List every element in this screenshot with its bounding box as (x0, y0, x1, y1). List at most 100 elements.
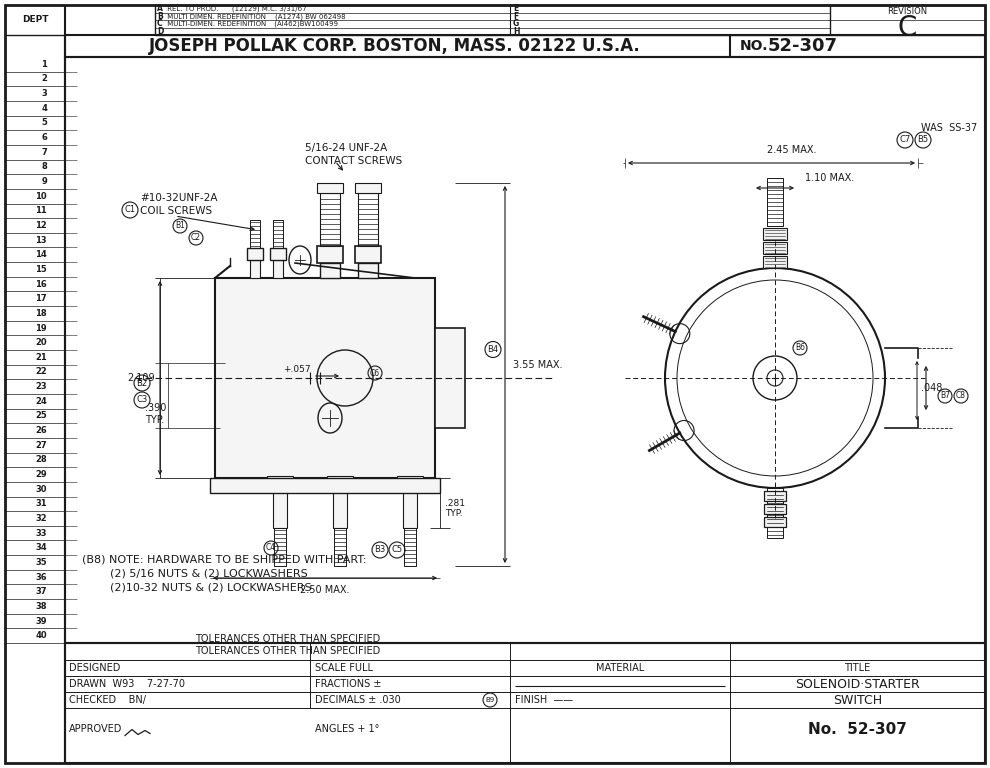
Text: 24: 24 (36, 397, 47, 406)
Text: B3: B3 (374, 545, 386, 554)
Text: +.057: +.057 (283, 366, 311, 375)
Bar (210, 478, 440, 493)
Text: B9: B9 (485, 697, 495, 703)
Bar (355, 183, 381, 193)
Text: NO.: NO. (740, 39, 768, 53)
Text: 38: 38 (36, 602, 47, 611)
Bar (273, 220, 283, 248)
Text: 15: 15 (36, 265, 47, 274)
Text: B: B (157, 12, 162, 21)
Bar (404, 528, 416, 566)
Text: REVISION: REVISION (887, 8, 928, 16)
Text: 17: 17 (36, 294, 47, 303)
Bar (270, 248, 286, 260)
Text: 23: 23 (36, 382, 47, 391)
Text: C8: C8 (956, 392, 966, 400)
Bar (273, 488, 287, 528)
Text: SOLENOID·STARTER: SOLENOID·STARTER (795, 677, 920, 690)
Bar (763, 228, 787, 240)
Text: 27: 27 (36, 441, 47, 450)
Text: 3.55 MAX.: 3.55 MAX. (513, 359, 562, 369)
Text: 5/16-24 UNF-2A: 5/16-24 UNF-2A (305, 143, 387, 153)
Bar (764, 504, 786, 514)
Text: 1: 1 (42, 60, 47, 69)
Bar (65, 643, 985, 763)
Text: 34: 34 (36, 543, 47, 552)
Bar (763, 256, 787, 268)
Text: 28: 28 (36, 455, 47, 465)
Text: .281: .281 (445, 498, 465, 508)
Text: 11: 11 (36, 207, 47, 215)
Text: 26: 26 (36, 426, 47, 435)
Text: No.  52-307: No. 52-307 (808, 722, 907, 737)
Bar (155, 5, 985, 35)
Bar (358, 193, 378, 246)
Text: 22: 22 (36, 367, 47, 376)
Bar (247, 248, 263, 260)
Text: C: C (898, 14, 917, 42)
Text: REL. TO PROD.      (12129) M.C. 3/31/67: REL. TO PROD. (12129) M.C. 3/31/67 (165, 5, 307, 12)
Bar (333, 488, 347, 528)
Bar (274, 528, 286, 566)
Bar (327, 476, 353, 490)
Bar (215, 278, 435, 478)
Text: G: G (513, 19, 519, 28)
Text: C1: C1 (125, 206, 136, 214)
Text: DRAWN  W93    7-27-70: DRAWN W93 7-27-70 (69, 679, 185, 689)
Text: 4: 4 (42, 104, 47, 113)
Text: TYP.: TYP. (445, 509, 462, 518)
Text: 37: 37 (36, 588, 47, 596)
Text: B2: B2 (137, 379, 148, 388)
Bar (65, 57, 985, 643)
Text: C4: C4 (266, 544, 276, 552)
Text: TITLE: TITLE (844, 663, 870, 673)
Text: CONTACT SCREWS: CONTACT SCREWS (305, 156, 402, 166)
Text: 2.45 MAX.: 2.45 MAX. (766, 145, 816, 155)
Text: 39: 39 (36, 617, 47, 625)
Text: 6: 6 (42, 133, 47, 142)
Text: B1: B1 (175, 221, 185, 230)
Text: 33: 33 (36, 528, 47, 538)
Text: C5: C5 (391, 545, 403, 554)
Text: C2: C2 (191, 233, 201, 243)
Text: 16: 16 (36, 280, 47, 289)
Text: 40: 40 (36, 631, 47, 641)
Text: WAS  SS-37: WAS SS-37 (921, 123, 977, 133)
Text: 36: 36 (36, 573, 47, 581)
Text: .390: .390 (145, 403, 166, 413)
Text: 31: 31 (36, 499, 47, 508)
Text: 32: 32 (36, 514, 47, 523)
Text: (2)10-32 NUTS & (2) LOCKWASHERS: (2)10-32 NUTS & (2) LOCKWASHERS (82, 583, 312, 593)
Text: 8: 8 (42, 162, 47, 171)
Text: 25: 25 (36, 412, 47, 420)
Text: TOLERANCES OTHER THAN SPECIFIED: TOLERANCES OTHER THAN SPECIFIED (195, 647, 380, 657)
Text: .048: .048 (921, 383, 942, 393)
Text: MATERIAL: MATERIAL (596, 663, 644, 673)
Text: CHECKED    BN/: CHECKED BN/ (69, 695, 146, 705)
Text: 2.109: 2.109 (128, 373, 155, 383)
Text: DEPT: DEPT (22, 15, 49, 25)
Bar (397, 476, 423, 490)
Text: 52-307: 52-307 (768, 37, 838, 55)
Text: 3: 3 (42, 89, 47, 98)
Text: C: C (157, 19, 162, 28)
Text: E: E (513, 5, 518, 13)
Text: FINISH  ——: FINISH —— (515, 695, 573, 705)
Bar (767, 178, 783, 226)
Text: 35: 35 (36, 558, 47, 567)
Text: (B8) NOTE: HARDWARE TO BE SHIPPED WITH PART:: (B8) NOTE: HARDWARE TO BE SHIPPED WITH P… (82, 555, 366, 565)
Bar (267, 476, 293, 490)
Text: 7: 7 (42, 147, 47, 157)
Text: 12: 12 (36, 221, 47, 230)
Text: C7: C7 (899, 135, 911, 144)
Text: 1.10 MAX.: 1.10 MAX. (805, 173, 854, 183)
Bar (250, 220, 260, 248)
Text: C3: C3 (137, 396, 148, 405)
Bar (320, 193, 340, 246)
Bar (435, 328, 465, 428)
Text: 2: 2 (42, 74, 47, 84)
Text: FRACTIONS ±: FRACTIONS ± (315, 679, 381, 689)
Bar (250, 260, 260, 278)
Text: DESIGNED: DESIGNED (69, 663, 121, 673)
Text: 30: 30 (36, 485, 47, 494)
